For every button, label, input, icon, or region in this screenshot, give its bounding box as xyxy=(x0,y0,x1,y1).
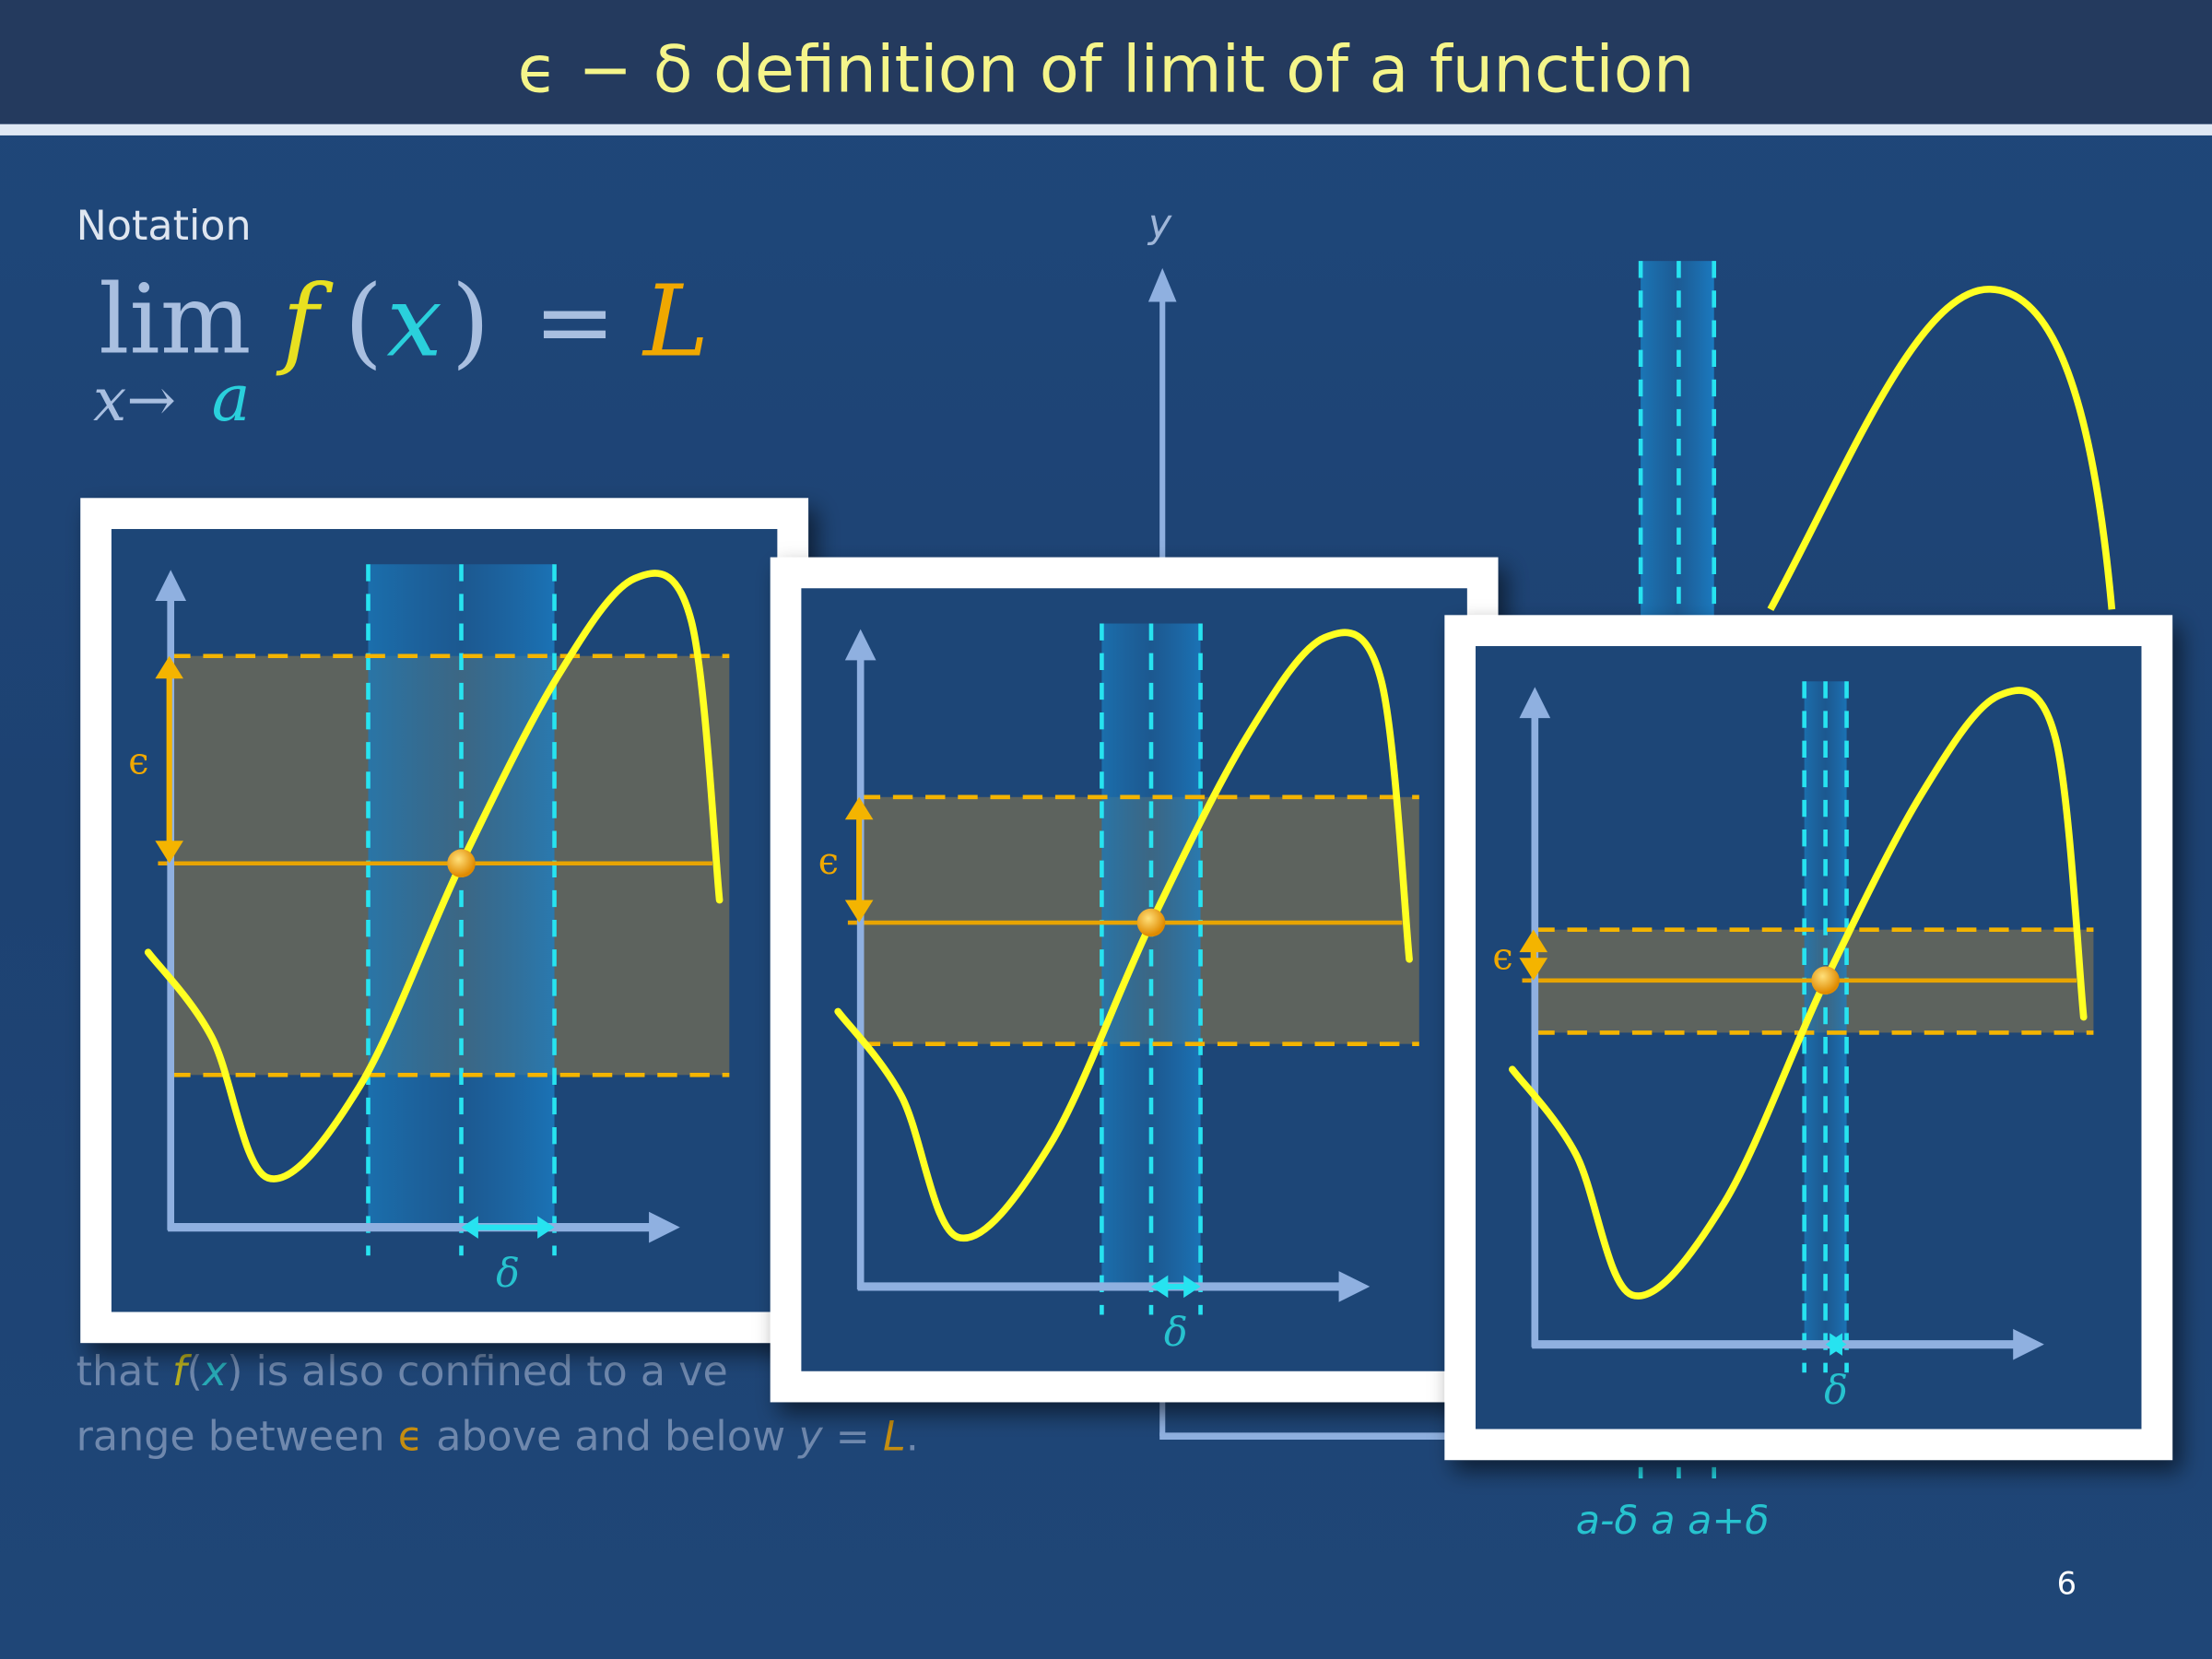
limit-point xyxy=(447,849,476,878)
epsilon-arrowhead-down-icon xyxy=(1519,958,1548,981)
y-axis-arrow-icon xyxy=(844,629,877,661)
epsilon-delta-panel-1: ϵδ xyxy=(80,498,809,1344)
formula-open-paren: ( xyxy=(344,265,382,380)
limit-point xyxy=(1136,908,1166,937)
epsilon-delta-panel-3: ϵδ xyxy=(1444,615,2173,1461)
function-curve xyxy=(1767,285,2116,612)
body-text-line-1: that f(x) is also confined to a ve xyxy=(76,1348,728,1395)
epsilon-arrowhead-up-icon xyxy=(1519,929,1548,953)
formula-equals: = xyxy=(534,265,617,380)
y-axis-arrow-icon xyxy=(1147,267,1177,302)
delta-arrowhead-right-icon xyxy=(537,1216,555,1239)
epsilon-delta-panel-2: ϵδ xyxy=(770,557,1499,1403)
title-divider xyxy=(0,124,2212,135)
epsilon-label: ϵ xyxy=(128,741,148,783)
limit-point xyxy=(1811,966,1840,995)
formula-L: L xyxy=(641,265,709,380)
epsilon-arrowhead-up-icon xyxy=(155,655,183,679)
y-axis-label: y xyxy=(1147,201,1172,247)
epsilon-label: ϵ xyxy=(818,841,839,883)
x-axis-arrow-icon xyxy=(649,1211,680,1243)
delta-label: δ xyxy=(1164,1310,1188,1356)
tick-marks xyxy=(1638,1466,1716,1479)
formula-lim: lim xyxy=(99,264,251,376)
formula-x: x xyxy=(386,265,441,380)
formula-close-paren: ) xyxy=(452,265,490,380)
page-number: 6 xyxy=(2057,1566,2077,1602)
notation-label: Notation xyxy=(76,203,252,250)
delta-arrowhead-right-icon xyxy=(1183,1275,1201,1299)
body-text-line-2: range between ϵ above and below y = L. xyxy=(76,1413,919,1460)
delta-label: δ xyxy=(1824,1368,1848,1414)
epsilon-arrowhead-down-icon xyxy=(155,841,183,864)
x-axis-arrow-icon xyxy=(2013,1328,2044,1360)
epsilon-arrowhead-down-icon xyxy=(844,900,874,924)
epsilon-arrowhead-up-icon xyxy=(844,796,874,820)
epsilon-label: ϵ xyxy=(1492,936,1512,979)
delta-arrowhead-left-icon xyxy=(461,1216,478,1239)
formula-sub-x: x→ xyxy=(93,366,176,435)
y-axis-arrow-icon xyxy=(1519,687,1551,719)
delta-arrowhead-left-icon xyxy=(1150,1275,1169,1299)
delta-arrowhead-right-icon xyxy=(1830,1333,1847,1356)
slide-title: ϵ − δ definition of limit of a function xyxy=(518,31,1695,107)
x-axis-arrow-icon xyxy=(1338,1271,1371,1302)
delta-label: δ xyxy=(496,1251,520,1297)
x-tick-labels: a-δ a a+δ xyxy=(1576,1498,1770,1544)
formula-sub-a: a xyxy=(212,360,251,436)
y-axis-arrow-icon xyxy=(155,570,187,602)
title-bar xyxy=(0,0,2212,124)
